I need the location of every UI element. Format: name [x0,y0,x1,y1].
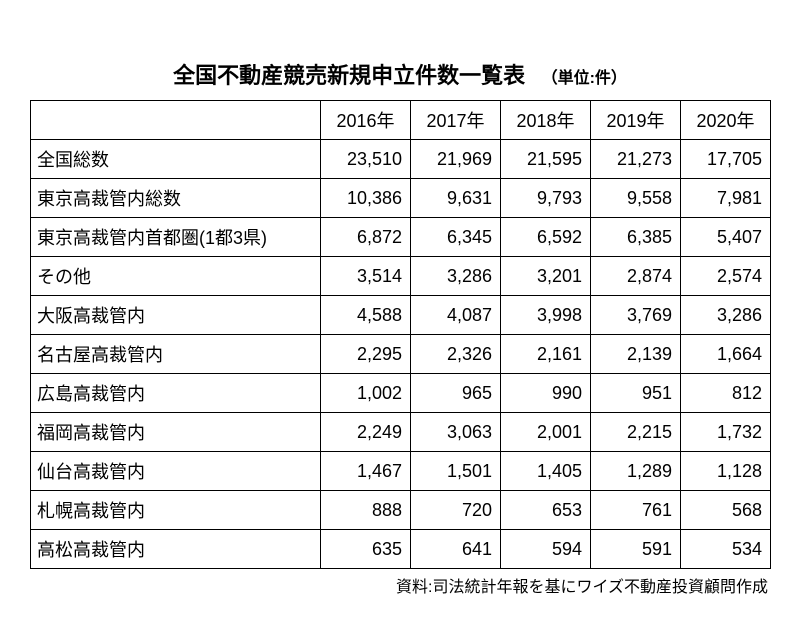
value-cell: 2,295 [321,335,411,374]
value-cell: 5,407 [681,218,771,257]
value-cell: 9,793 [501,179,591,218]
value-cell: 3,201 [501,257,591,296]
table-row: 大阪高裁管内4,5884,0873,9983,7693,286 [31,296,771,335]
value-cell: 568 [681,491,771,530]
blank-header-cell [31,101,321,140]
value-cell: 6,872 [321,218,411,257]
unit-label: （単位:件） [542,70,627,87]
value-cell: 720 [411,491,501,530]
row-label: 全国総数 [31,140,321,179]
value-cell: 2,249 [321,413,411,452]
value-cell: 21,969 [411,140,501,179]
table-row: 東京高裁管内首都圏(1都3県)6,8726,3456,5926,3855,407 [31,218,771,257]
value-cell: 2,001 [501,413,591,452]
value-cell: 1,002 [321,374,411,413]
row-label: 札幌高裁管内 [31,491,321,530]
value-cell: 761 [591,491,681,530]
row-label: 広島高裁管内 [31,374,321,413]
value-cell: 2,139 [591,335,681,374]
value-cell: 23,510 [321,140,411,179]
value-cell: 3,063 [411,413,501,452]
value-cell: 1,732 [681,413,771,452]
value-cell: 635 [321,530,411,569]
value-cell: 1,128 [681,452,771,491]
value-cell: 965 [411,374,501,413]
table-row: 広島高裁管内1,002965990951812 [31,374,771,413]
table-row: 仙台高裁管内1,4671,5011,4051,2891,128 [31,452,771,491]
table-row: 福岡高裁管内2,2493,0632,0012,2151,732 [31,413,771,452]
value-cell: 951 [591,374,681,413]
row-label: その他 [31,257,321,296]
value-cell: 2,326 [411,335,501,374]
row-label: 福岡高裁管内 [31,413,321,452]
row-label: 東京高裁管内首都圏(1都3県) [31,218,321,257]
table-row: 名古屋高裁管内2,2952,3262,1612,1391,664 [31,335,771,374]
row-label: 東京高裁管内総数 [31,179,321,218]
value-cell: 9,631 [411,179,501,218]
value-cell: 3,514 [321,257,411,296]
value-cell: 21,595 [501,140,591,179]
value-cell: 812 [681,374,771,413]
year-header: 2018年 [501,101,591,140]
value-cell: 4,588 [321,296,411,335]
year-header: 2020年 [681,101,771,140]
table-header: 2016年 2017年 2018年 2019年 2020年 [31,101,771,140]
value-cell: 3,769 [591,296,681,335]
row-label: 大阪高裁管内 [31,296,321,335]
value-cell: 2,215 [591,413,681,452]
table-row: 東京高裁管内総数10,3869,6319,7939,5587,981 [31,179,771,218]
year-header: 2019年 [591,101,681,140]
row-label: 名古屋高裁管内 [31,335,321,374]
table-title: 全国不動産競売新規申立件数一覧表 [173,63,525,88]
value-cell: 3,286 [681,296,771,335]
value-cell: 641 [411,530,501,569]
table-body: 全国総数23,51021,96921,59521,27317,705東京高裁管内… [31,140,771,569]
value-cell: 990 [501,374,591,413]
value-cell: 1,664 [681,335,771,374]
value-cell: 1,501 [411,452,501,491]
value-cell: 1,405 [501,452,591,491]
table-row: その他3,5143,2863,2012,8742,574 [31,257,771,296]
value-cell: 10,386 [321,179,411,218]
value-cell: 1,467 [321,452,411,491]
value-cell: 9,558 [591,179,681,218]
row-label: 高松高裁管内 [31,530,321,569]
value-cell: 2,574 [681,257,771,296]
header-row: 2016年 2017年 2018年 2019年 2020年 [31,101,771,140]
data-table: 2016年 2017年 2018年 2019年 2020年 全国総数23,510… [30,100,771,569]
value-cell: 1,289 [591,452,681,491]
year-header: 2017年 [411,101,501,140]
value-cell: 7,981 [681,179,771,218]
value-cell: 653 [501,491,591,530]
value-cell: 591 [591,530,681,569]
value-cell: 2,874 [591,257,681,296]
title-row: 全国不動産競売新規申立件数一覧表 （単位:件） [30,58,770,90]
value-cell: 534 [681,530,771,569]
table-row: 札幌高裁管内888720653761568 [31,491,771,530]
value-cell: 6,385 [591,218,681,257]
value-cell: 6,345 [411,218,501,257]
value-cell: 2,161 [501,335,591,374]
value-cell: 3,998 [501,296,591,335]
value-cell: 3,286 [411,257,501,296]
value-cell: 6,592 [501,218,591,257]
row-label: 仙台高裁管内 [31,452,321,491]
value-cell: 594 [501,530,591,569]
value-cell: 4,087 [411,296,501,335]
value-cell: 17,705 [681,140,771,179]
table-row: 全国総数23,51021,96921,59521,27317,705 [31,140,771,179]
footer-note: 資料:司法統計年報を基にワイズ不動産投資顧問作成 [30,573,770,597]
year-header: 2016年 [321,101,411,140]
value-cell: 21,273 [591,140,681,179]
table-row: 高松高裁管内635641594591534 [31,530,771,569]
value-cell: 888 [321,491,411,530]
